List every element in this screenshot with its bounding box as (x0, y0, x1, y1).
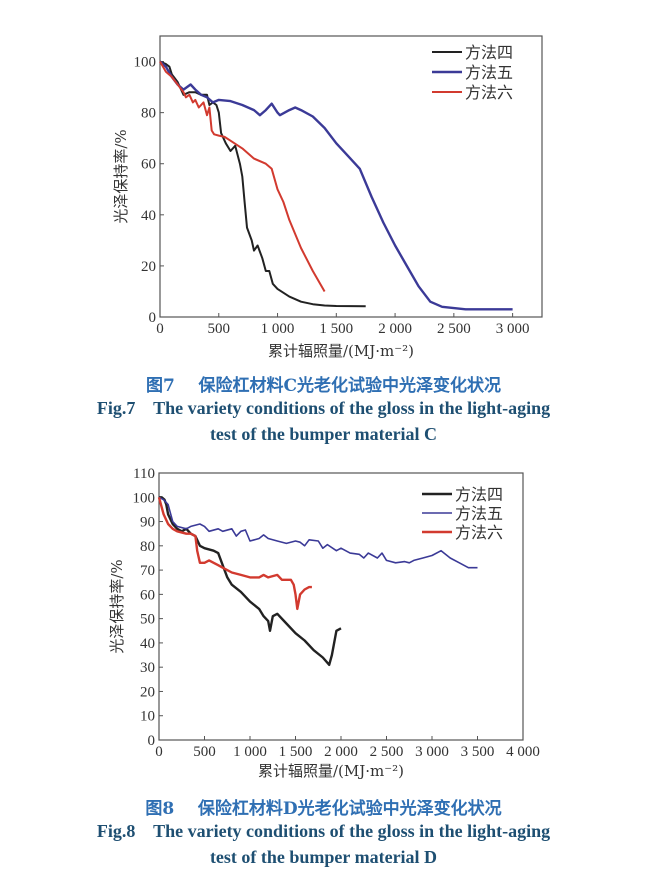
y-tick-label: 50 (140, 612, 155, 628)
y-tick-label: 100 (134, 55, 157, 71)
legend-label: 方法五 (465, 63, 513, 82)
y-tick-label: 40 (140, 636, 155, 652)
y-tick-label: 10 (140, 709, 155, 725)
y-tick-label: 40 (141, 208, 156, 224)
y-tick-label: 0 (149, 310, 157, 326)
y-tick-label: 20 (140, 684, 155, 700)
x-axis-label: 累计辐照量/(MJ·m⁻²) (268, 342, 414, 360)
fig7-label: 图7 (145, 376, 175, 396)
fig8-title-en-1: The variety conditions of the gloss in t… (153, 821, 551, 841)
fig7-label-en: Fig.7 (96, 398, 136, 418)
y-tick-label: 90 (140, 515, 155, 531)
fig8-caption-cn: 图8 保险杠材料D光老化试验中光泽变化状况 (0, 794, 647, 819)
x-tick-label: 500 (208, 321, 231, 337)
x-tick-label: 0 (155, 744, 163, 760)
y-axis-label: 光泽保持率/% (112, 129, 130, 223)
fig7-caption-cn: 图7 保险杠材料C光老化试验中光泽变化状况 (0, 371, 647, 396)
fig7-title-en-1: The variety conditions of the gloss in t… (153, 398, 551, 418)
series-line-1 (159, 496, 342, 666)
legend-label: 方法六 (455, 523, 503, 542)
fig8-title-en-2: test of the bumper material D (209, 847, 438, 867)
x-tick-label: 1 000 (233, 744, 267, 760)
x-tick-label: 1 000 (261, 321, 295, 337)
plot-frame (159, 35, 543, 318)
fig8-label: 图8 (145, 799, 175, 819)
y-tick-label: 70 (140, 563, 155, 579)
y-tick-label: 100 (133, 490, 156, 506)
fig7-caption-en-line1: Fig.7 The variety conditions of the glos… (0, 398, 647, 419)
series-line-3 (159, 61, 326, 292)
legend-label: 方法五 (455, 504, 503, 523)
y-axis-label: 光泽保持率/% (108, 559, 126, 653)
series-line-3 (157, 496, 312, 611)
x-tick-label: 4 000 (506, 744, 540, 760)
y-tick-label: 80 (140, 539, 155, 555)
y-tick-label: 60 (141, 157, 156, 173)
y-tick-label: 110 (133, 466, 155, 482)
legend-label: 方法四 (465, 43, 513, 62)
x-tick-label: 0 (156, 321, 164, 337)
series-line-2 (158, 496, 478, 569)
x-tick-label: 2 000 (378, 321, 412, 337)
fig8-title-cn: 保险杠材料D光老化试验中光泽变化状况 (197, 799, 502, 819)
series-line-2 (159, 60, 513, 311)
x-tick-label: 3 500 (461, 744, 495, 760)
x-tick-label: 2 000 (324, 744, 358, 760)
legend-label: 方法六 (465, 83, 513, 102)
x-tick-label: 2 500 (370, 744, 404, 760)
y-tick-label: 20 (141, 259, 156, 275)
y-tick-label: 30 (140, 660, 155, 676)
x-tick-label: 500 (193, 744, 216, 760)
y-tick-label: 80 (141, 106, 156, 122)
fig8-caption-en-line1: Fig.8 The variety conditions of the glos… (0, 821, 647, 842)
x-tick-label: 2 500 (437, 321, 471, 337)
x-tick-label: 1 500 (279, 744, 313, 760)
fig8-label-en: Fig.8 (96, 821, 136, 841)
y-tick-label: 0 (148, 733, 156, 749)
y-tick-label: 60 (140, 587, 155, 603)
x-tick-label: 3 000 (496, 321, 530, 337)
fig7-title-en-2: test of the bumper material C (209, 424, 438, 444)
x-tick-label: 3 000 (415, 744, 449, 760)
series-line-1 (159, 60, 366, 308)
x-tick-label: 1 500 (319, 321, 353, 337)
x-axis-label: 累计辐照量/(MJ·m⁻²) (258, 762, 404, 780)
fig7-title-cn: 保险杠材料C光老化试验中光泽变化状况 (198, 376, 502, 396)
legend-label: 方法四 (455, 485, 503, 504)
